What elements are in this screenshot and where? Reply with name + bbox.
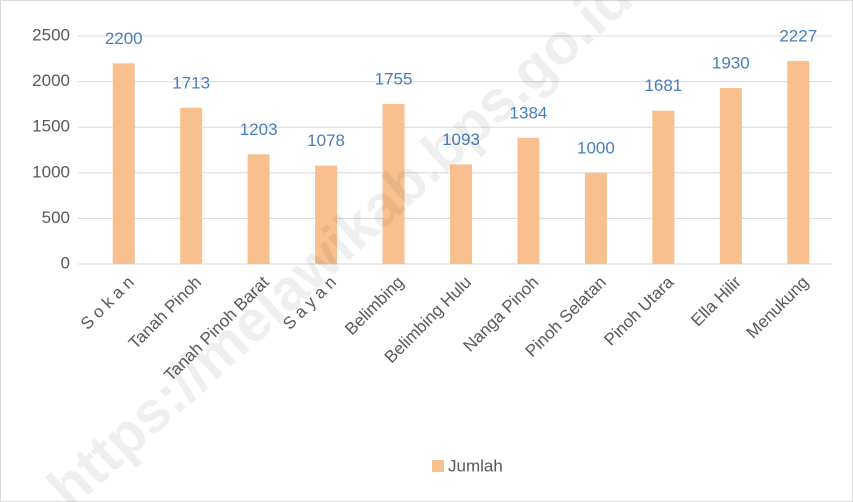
bar <box>517 137 540 264</box>
y-tick-label: 1500 <box>32 117 70 136</box>
bar <box>584 172 607 264</box>
bar <box>382 103 405 264</box>
bar <box>450 164 472 264</box>
data-label: 1930 <box>712 53 750 72</box>
legend-swatch <box>432 460 444 472</box>
bar <box>180 107 203 264</box>
data-label: 1681 <box>644 76 682 95</box>
y-tick-label: 500 <box>42 208 70 227</box>
data-label: 1203 <box>240 120 278 139</box>
y-tick-label: 2000 <box>32 71 70 90</box>
y-tick-label: 1000 <box>32 162 70 181</box>
data-label: 1384 <box>510 103 548 122</box>
data-label: 1093 <box>442 130 480 149</box>
data-label: 2200 <box>105 29 143 48</box>
bar <box>315 165 338 264</box>
data-label: 1078 <box>307 131 345 150</box>
legend-label: Jumlah <box>448 456 503 475</box>
bar <box>112 63 135 264</box>
data-label: 2227 <box>779 26 817 45</box>
data-label: 1713 <box>172 73 210 92</box>
bar <box>719 87 742 264</box>
bar <box>652 110 675 264</box>
bar <box>787 60 810 264</box>
bar <box>247 154 270 264</box>
data-label: 1000 <box>577 138 615 157</box>
y-tick-label: 2500 <box>32 25 70 44</box>
y-tick-label: 0 <box>61 253 70 272</box>
data-label: 1755 <box>375 69 413 88</box>
